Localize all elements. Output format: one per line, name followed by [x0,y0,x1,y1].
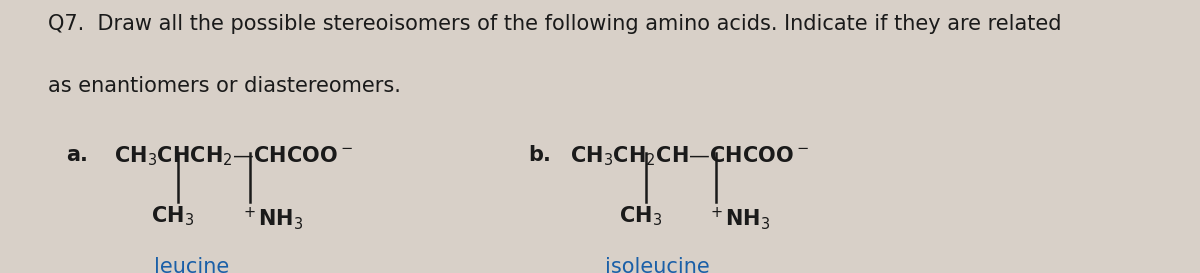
Text: b.: b. [528,145,551,165]
Text: a.: a. [66,145,88,165]
Text: leucine: leucine [155,257,229,273]
Text: CH$_3$CH$_2$CH—CHCOO$^-$: CH$_3$CH$_2$CH—CHCOO$^-$ [570,145,809,168]
Text: CH$_3$CHCH$_2$—CHCOO$^-$: CH$_3$CHCH$_2$—CHCOO$^-$ [114,145,353,168]
Text: Q7.  Draw all the possible stereoisomers of the following amino acids. Indicate : Q7. Draw all the possible stereoisomers … [48,14,1062,34]
Text: as enantiomers or diastereomers.: as enantiomers or diastereomers. [48,76,401,96]
Text: CH$_3$: CH$_3$ [619,205,662,228]
Text: $^+$NH$_3$: $^+$NH$_3$ [707,205,770,232]
Text: CH$_3$: CH$_3$ [151,205,194,228]
Text: $^+$NH$_3$: $^+$NH$_3$ [240,205,304,232]
Text: isoleucine: isoleucine [605,257,710,273]
